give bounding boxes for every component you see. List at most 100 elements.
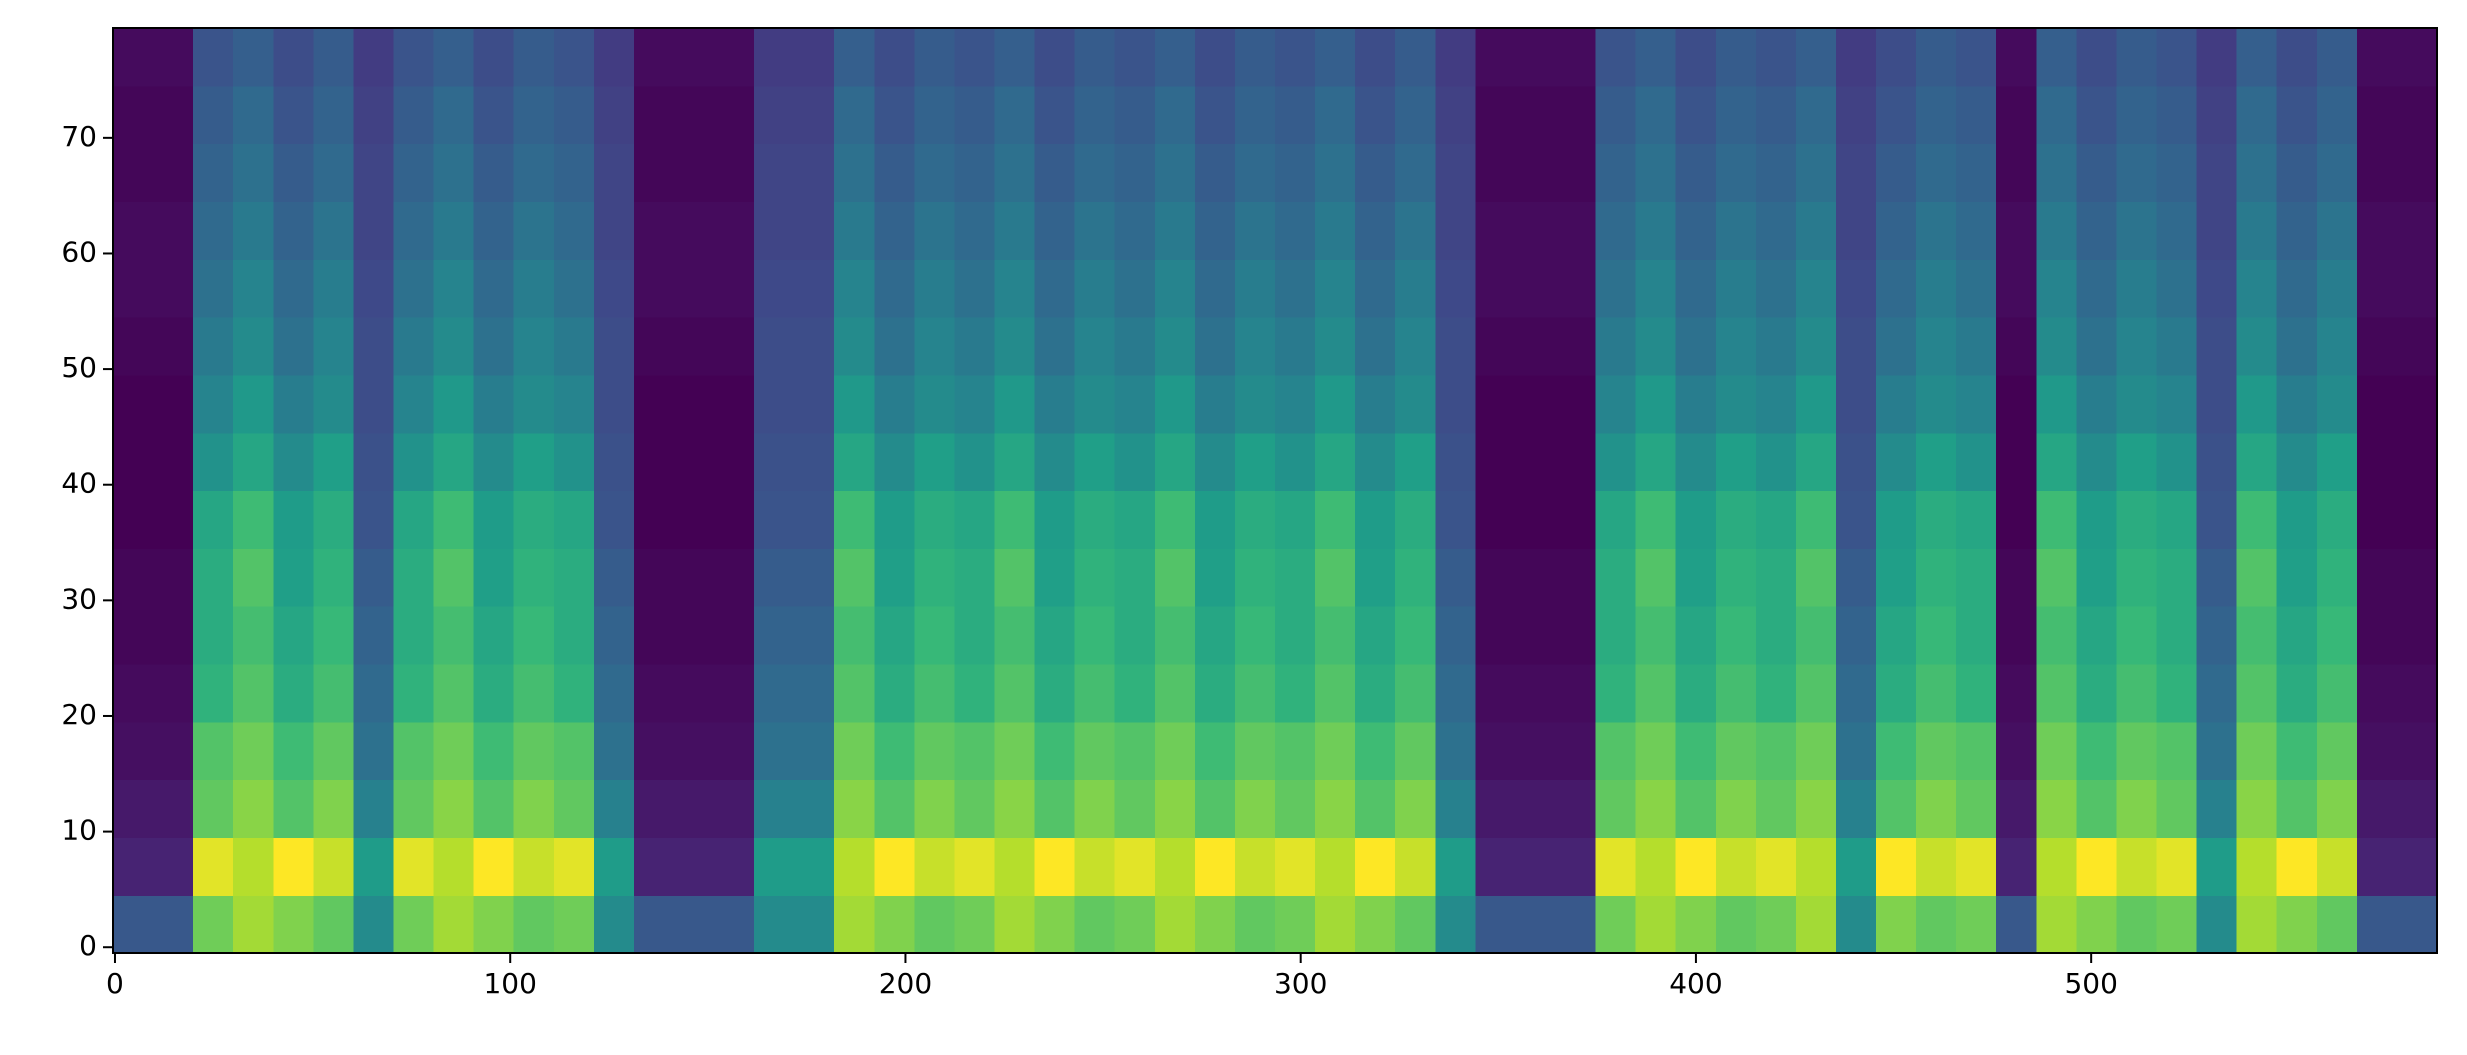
heatmap-cell bbox=[2116, 374, 2158, 434]
heatmap-cell bbox=[153, 85, 194, 145]
heatmap-cell bbox=[193, 895, 234, 954]
heatmap-cell bbox=[1355, 895, 1396, 954]
heatmap-cell bbox=[513, 779, 555, 838]
heatmap-cell bbox=[393, 663, 435, 723]
heatmap-cell bbox=[2036, 663, 2077, 723]
heatmap-cell bbox=[1595, 606, 1637, 665]
heatmap-cell bbox=[1876, 548, 1917, 607]
heatmap-cell bbox=[1435, 606, 1476, 665]
heatmap-cell bbox=[1034, 895, 1076, 954]
heatmap-cell bbox=[1194, 85, 1236, 145]
heatmap-cell bbox=[714, 548, 755, 607]
heatmap-cell bbox=[1795, 490, 1837, 549]
heatmap-cell bbox=[2156, 143, 2198, 203]
heatmap-cell bbox=[2276, 606, 2318, 665]
heatmap-cell bbox=[1635, 374, 1677, 434]
heatmap-cell bbox=[914, 28, 956, 87]
heatmap-cell bbox=[794, 548, 835, 607]
heatmap-cell bbox=[1074, 663, 1116, 723]
heatmap-cell bbox=[1916, 721, 1957, 781]
heatmap-cell bbox=[1435, 201, 1476, 260]
heatmap-cell bbox=[954, 779, 996, 838]
heatmap-cell bbox=[2356, 143, 2398, 203]
heatmap-cell bbox=[1635, 779, 1677, 838]
heatmap-cell bbox=[1755, 85, 1797, 145]
heatmap-cell bbox=[393, 317, 435, 376]
heatmap-cell bbox=[2036, 143, 2077, 203]
heatmap-cell bbox=[754, 548, 795, 607]
heatmap-cell bbox=[2396, 663, 2438, 723]
heatmap-cell bbox=[1034, 143, 1076, 203]
heatmap-cell bbox=[673, 85, 715, 145]
heatmap-cell bbox=[313, 85, 355, 145]
heatmap-cell bbox=[473, 663, 515, 723]
heatmap-cell bbox=[1475, 259, 1517, 318]
heatmap-cell bbox=[153, 548, 194, 607]
heatmap-cell bbox=[2316, 779, 2358, 838]
heatmap-cell bbox=[193, 721, 234, 781]
heatmap-cell bbox=[1475, 663, 1517, 723]
heatmap-cell bbox=[794, 606, 835, 665]
heatmap-cell bbox=[2236, 28, 2278, 87]
heatmap-cell bbox=[2276, 779, 2318, 838]
heatmap-cell bbox=[1315, 374, 1356, 434]
heatmap-cell bbox=[553, 490, 595, 549]
heatmap-cell bbox=[1074, 895, 1116, 954]
heatmap-cell bbox=[1194, 895, 1236, 954]
heatmap-cell bbox=[153, 374, 194, 434]
heatmap-cell bbox=[233, 259, 274, 318]
heatmap-cell bbox=[2236, 143, 2278, 203]
heatmap-cell bbox=[1034, 259, 1076, 318]
heatmap-cell bbox=[2196, 201, 2238, 260]
heatmap-cell bbox=[794, 85, 835, 145]
heatmap-cell bbox=[593, 490, 635, 549]
heatmap-cell bbox=[393, 721, 435, 781]
heatmap-cell bbox=[313, 548, 355, 607]
heatmap-cell bbox=[1074, 259, 1116, 318]
heatmap-cell bbox=[2396, 837, 2438, 896]
heatmap-cell bbox=[2236, 779, 2278, 838]
heatmap-cell bbox=[2036, 895, 2077, 954]
heatmap-cell bbox=[1114, 317, 1156, 376]
heatmap-cell bbox=[1395, 201, 1436, 260]
heatmap-cell bbox=[1154, 28, 1196, 87]
heatmap-cell bbox=[754, 837, 795, 896]
heatmap-cell bbox=[1515, 143, 1557, 203]
heatmap-cell bbox=[874, 201, 915, 260]
heatmap-cell bbox=[1234, 837, 1276, 896]
heatmap-cell bbox=[1996, 259, 2037, 318]
heatmap-cell bbox=[994, 28, 1036, 87]
heatmap-cell bbox=[914, 259, 956, 318]
heatmap-cell bbox=[2236, 85, 2278, 145]
heatmap-cell bbox=[1555, 721, 1597, 781]
heatmap-cell bbox=[593, 201, 635, 260]
heatmap-cell bbox=[1395, 432, 1436, 492]
heatmap-cell bbox=[433, 85, 475, 145]
heatmap-cell bbox=[2316, 837, 2358, 896]
heatmap-cell bbox=[1114, 606, 1156, 665]
heatmap-cell bbox=[353, 895, 395, 954]
heatmap-cell bbox=[1435, 895, 1476, 954]
heatmap-cell bbox=[1795, 548, 1837, 607]
heatmap-cell bbox=[1275, 432, 1316, 492]
heatmap-cell bbox=[754, 28, 795, 87]
heatmap-cell bbox=[113, 606, 154, 665]
heatmap-cell bbox=[353, 606, 395, 665]
heatmap-cell bbox=[2156, 432, 2198, 492]
heatmap-cell bbox=[2396, 721, 2438, 781]
heatmap-cell bbox=[954, 895, 996, 954]
heatmap-cell bbox=[1315, 779, 1356, 838]
heatmap-cell bbox=[673, 432, 715, 492]
heatmap-cell bbox=[874, 85, 915, 145]
heatmap-cell bbox=[1194, 143, 1236, 203]
heatmap-cell bbox=[1795, 374, 1837, 434]
heatmap-cell bbox=[714, 317, 755, 376]
heatmap-cell bbox=[1555, 548, 1597, 607]
heatmap-cell bbox=[1715, 779, 1757, 838]
heatmap-cell bbox=[193, 143, 234, 203]
heatmap-cell bbox=[794, 317, 835, 376]
heatmap-cell bbox=[393, 837, 435, 896]
heatmap-cell bbox=[1876, 317, 1917, 376]
heatmap-cell bbox=[2316, 721, 2358, 781]
heatmap-cell bbox=[1154, 606, 1196, 665]
